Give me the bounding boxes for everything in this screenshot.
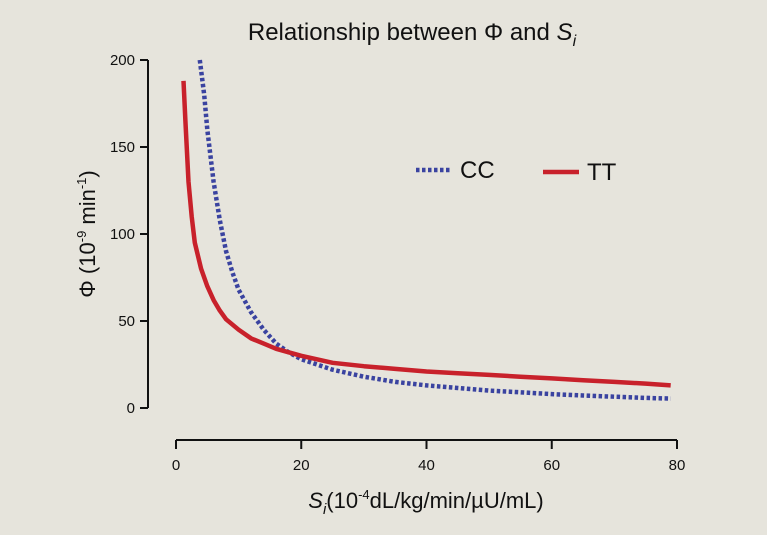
y-axis-title-pre: Φ (10 [75, 242, 100, 297]
x-tick-label: 60 [543, 457, 560, 474]
x-ticks: 0 20 40 60 80 [172, 440, 686, 474]
chart-title-var: S [557, 19, 573, 46]
y-axis-title: Φ (10-9 min-1) [74, 170, 100, 297]
x-tick-label: 0 [172, 457, 180, 474]
y-axis-title-sup2: -1 [74, 178, 89, 190]
y-ticks: 0 50 100 150 200 [110, 52, 148, 417]
legend-label-cc: CC [460, 157, 495, 184]
x-axis-title-sub: i [323, 501, 327, 518]
x-axis-title-pre: (10 [326, 488, 358, 513]
y-axis-title-post: ) [75, 170, 100, 177]
plot-area [181, 59, 671, 401]
legend-label-tt: TT [587, 159, 617, 186]
chart-title: Relationship between Φ and Si [248, 19, 577, 50]
x-axis-title-sup: -4 [358, 487, 370, 502]
legend: CC TT [416, 157, 617, 186]
x-tick-label: 80 [669, 457, 686, 474]
series-line-tt [181, 80, 671, 388]
y-tick-label: 50 [118, 313, 135, 330]
series-line-cc [197, 59, 671, 401]
y-tick-label: 100 [110, 226, 135, 243]
x-axis-title: Si(10-4dL/kg/min/µU/mL) [308, 487, 543, 518]
chart-title-prefix: Relationship between Φ and [248, 19, 557, 46]
y-axis-title-sup: -9 [74, 231, 89, 243]
x-tick-label: 40 [418, 457, 435, 474]
x-axis-title-var: S [308, 488, 323, 513]
chart-title-sub: i [573, 33, 577, 50]
y-axis-title-mid: min [75, 189, 100, 231]
x-axis-title-post: dL/kg/min/µU/mL) [370, 488, 544, 513]
x-tick-label: 20 [293, 457, 310, 474]
y-tick-label: 0 [127, 400, 135, 417]
y-tick-label: 200 [110, 52, 135, 69]
y-tick-label: 150 [110, 139, 135, 156]
